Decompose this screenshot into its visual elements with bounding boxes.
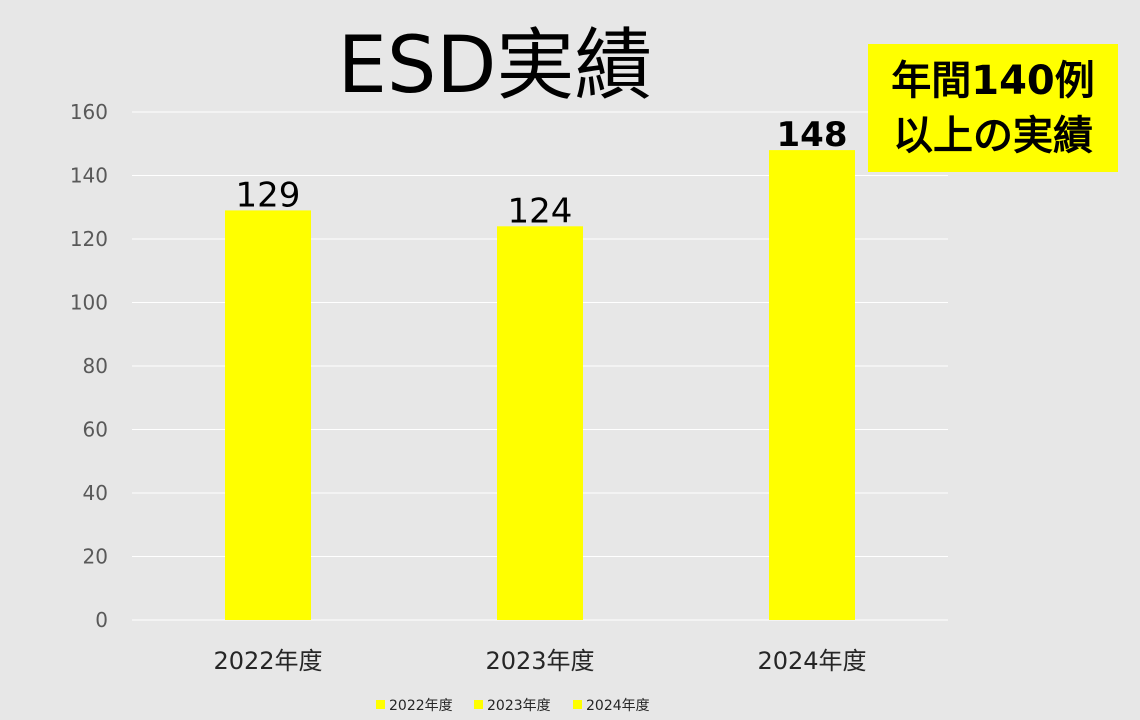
legend-label-2: 2024年度 — [586, 698, 650, 714]
bar-1 — [497, 226, 583, 621]
category-label-2: 2024年度 — [757, 647, 866, 675]
category-label-0: 2022年度 — [213, 647, 322, 675]
y-axis-ticks: 0 20 40 60 80 100 120 140 160 — [70, 100, 108, 632]
callout-line-2: 以上の実績 — [893, 113, 1093, 159]
y-tick-label: 140 — [70, 164, 108, 188]
y-tick-label: 80 — [83, 354, 108, 378]
bar-2 — [769, 150, 855, 620]
bars — [225, 150, 855, 621]
legend: 2022年度 2023年度 2024年度 — [376, 698, 650, 714]
y-tick-label: 0 — [95, 608, 108, 632]
data-labels: 129 124 148 — [236, 115, 848, 231]
x-axis-categories: 2022年度 2023年度 2024年度 — [213, 647, 866, 675]
category-label-1: 2023年度 — [485, 647, 594, 675]
legend-label-0: 2022年度 — [389, 698, 453, 714]
callout-box: 年間140例 以上の実績 — [868, 44, 1118, 172]
bar-0 — [225, 210, 311, 621]
y-tick-label: 20 — [83, 545, 108, 569]
callout-line-1: 年間140例 — [891, 58, 1095, 104]
y-tick-label: 40 — [83, 481, 108, 505]
data-label-2: 148 — [777, 115, 848, 155]
legend-swatch-2 — [573, 700, 582, 709]
legend-swatch-0 — [376, 700, 385, 709]
y-tick-label: 160 — [70, 100, 108, 124]
legend-label-1: 2023年度 — [487, 698, 551, 714]
data-label-0: 129 — [236, 175, 301, 215]
y-tick-label: 60 — [83, 418, 108, 442]
legend-swatch-1 — [474, 700, 483, 709]
y-tick-label: 120 — [70, 227, 108, 251]
data-label-1: 124 — [508, 191, 573, 231]
y-tick-label: 100 — [70, 291, 108, 315]
chart-title: ESD実績 — [338, 21, 653, 111]
